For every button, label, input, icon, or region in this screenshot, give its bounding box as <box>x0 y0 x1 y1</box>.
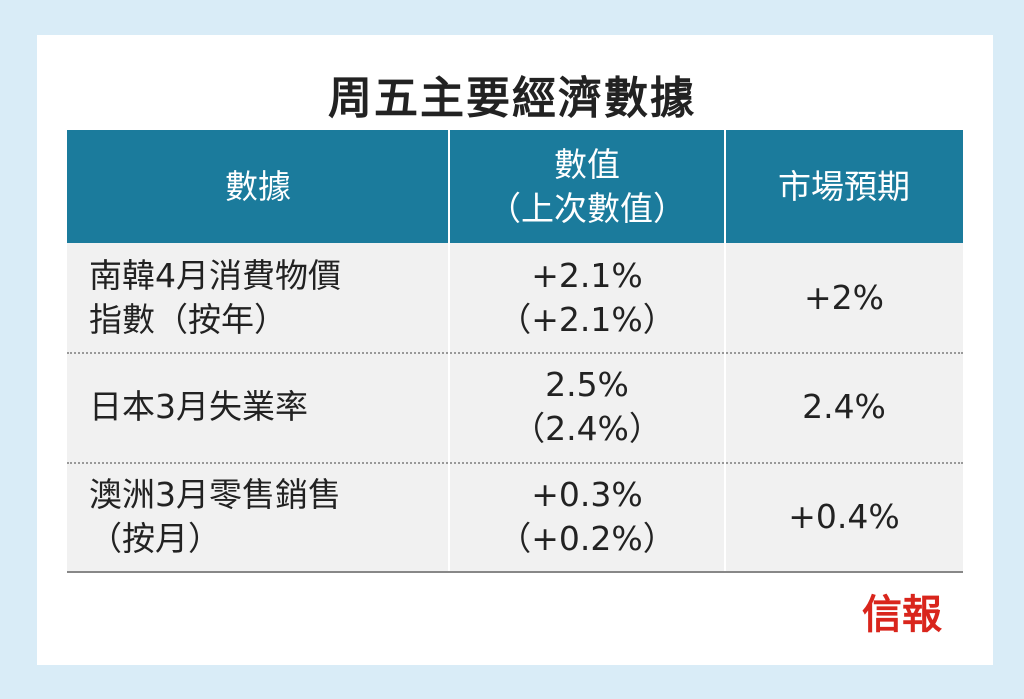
cell-line: +0.4% <box>788 497 900 536</box>
cell-line: 指數（按年） <box>89 299 287 339</box>
cell-line: 數值 <box>554 144 620 184</box>
cell-line: （+2.1%） <box>498 299 676 339</box>
table-cell: 南韓4月消費物價 指數（按年） <box>67 243 449 352</box>
row-divider <box>67 462 963 464</box>
table-bottom-rule <box>67 571 963 573</box>
cell-line: +2% <box>803 277 884 317</box>
table-cell: 2.4% <box>725 352 963 462</box>
cell-line: +2.1% <box>531 255 643 295</box>
table-cell: +2.1% （+2.1%） <box>449 243 725 352</box>
table-cell: 澳洲3月零售銷售 （按月） <box>67 462 449 572</box>
header-cell: 數據 <box>67 130 449 243</box>
cell-line: 澳洲3月零售銷售 <box>89 475 341 514</box>
table-cell: 2.5% （2.4%） <box>449 352 725 462</box>
cell-line: 日本3月失業率 <box>89 387 308 426</box>
cell-line: 南韓4月消費物價 <box>89 255 341 295</box>
row-divider <box>67 352 963 354</box>
cell-line: 市場預期 <box>778 166 910 206</box>
table-cell: +2% <box>725 243 963 352</box>
table-cell: 日本3月失業率 <box>67 352 449 462</box>
table-cell: +0.3% （+0.2%） <box>449 462 725 572</box>
header-cell: 市場預期 <box>725 130 963 243</box>
column-divider <box>448 243 450 572</box>
cell-line: 2.5% <box>545 365 629 404</box>
cell-line: （按月） <box>89 519 221 558</box>
logo: 信報 <box>862 591 942 638</box>
cell-line: （+0.2%） <box>498 519 676 558</box>
title: 周五主要經濟數據 <box>328 73 696 124</box>
cell-line: 2.4% <box>802 387 886 426</box>
table-cell: +0.4% <box>725 462 963 572</box>
cell-line: （上次數值） <box>488 188 686 228</box>
column-divider <box>724 243 726 572</box>
cell-line: 數據 <box>225 166 291 206</box>
header-cell: 數值 （上次數值） <box>449 130 725 243</box>
cell-line: +0.3% <box>531 475 643 514</box>
cell-line: （2.4%） <box>512 409 662 448</box>
